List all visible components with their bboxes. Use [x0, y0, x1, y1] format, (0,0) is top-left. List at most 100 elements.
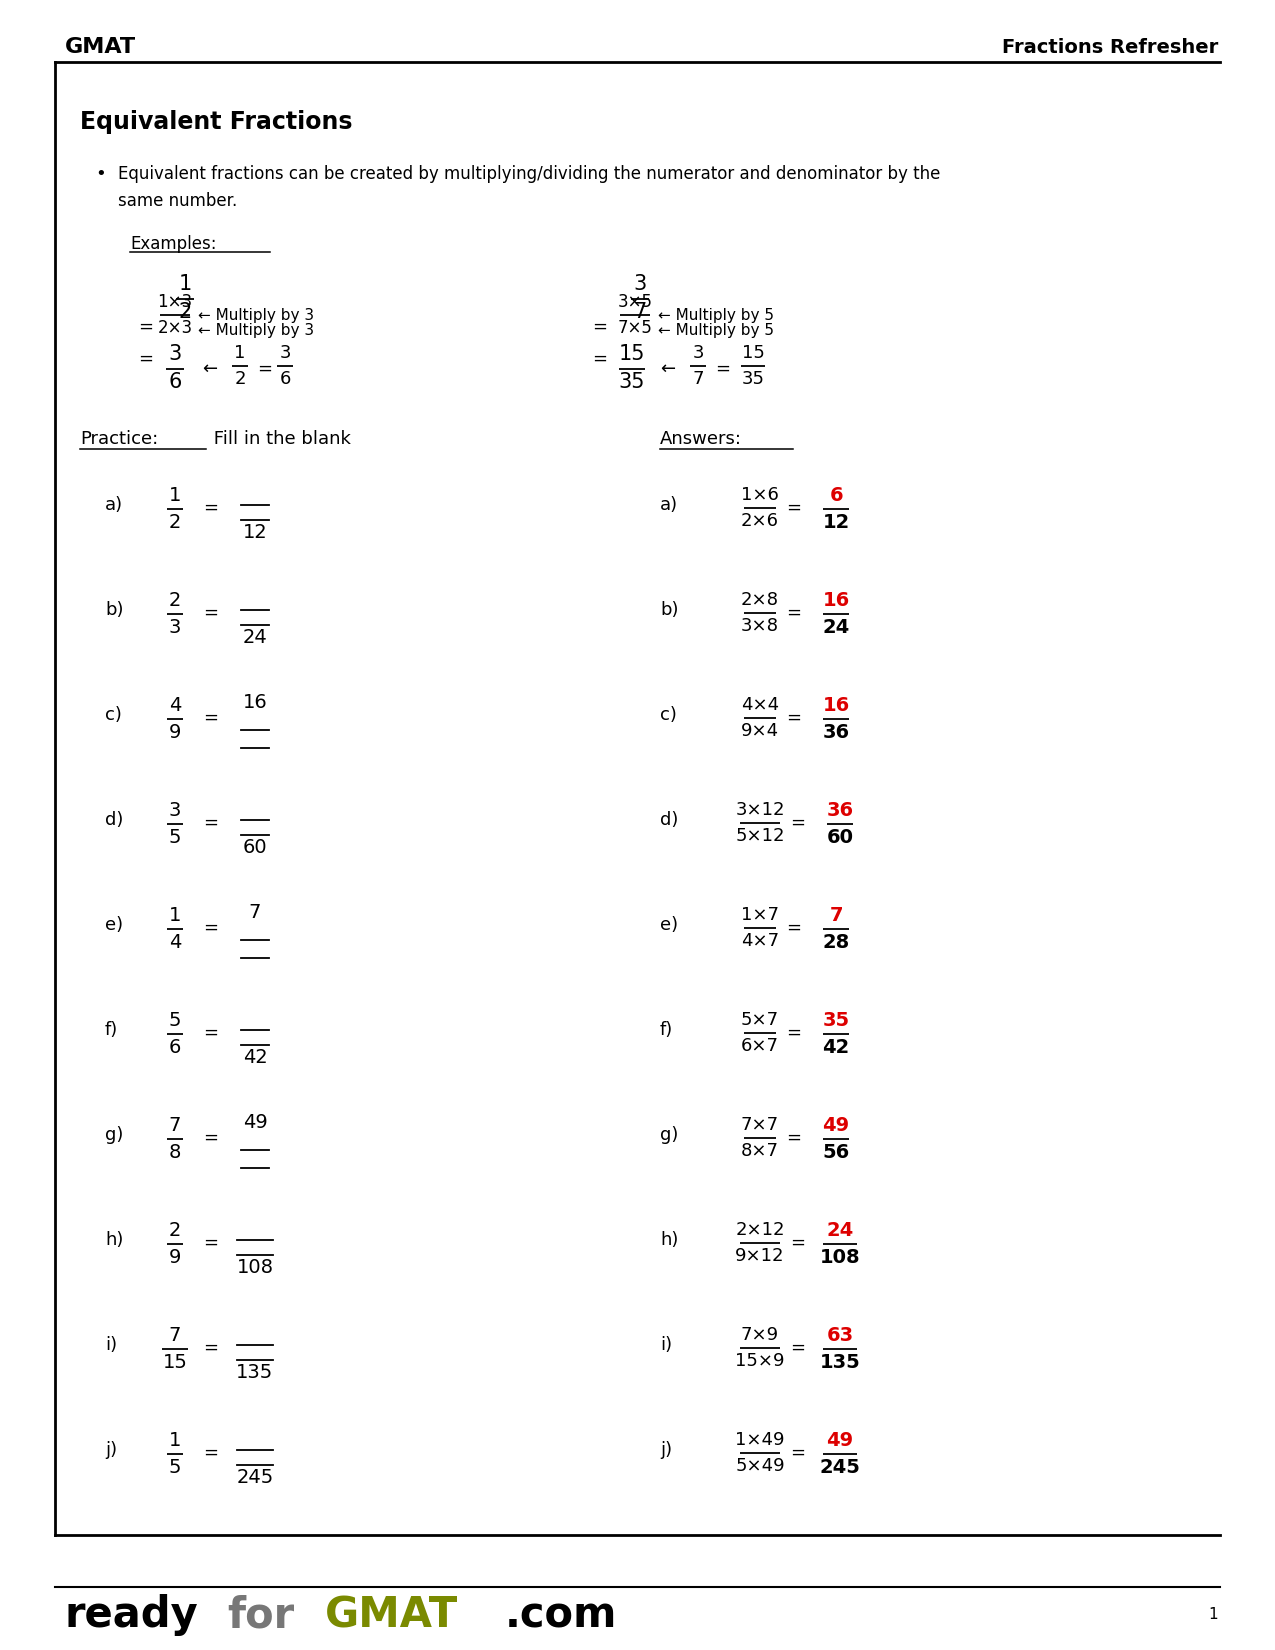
Text: 2×3: 2×3 [157, 318, 193, 337]
Text: 1: 1 [168, 906, 181, 926]
Text: h): h) [660, 1231, 678, 1249]
Text: 15: 15 [742, 345, 765, 363]
Text: j): j) [660, 1440, 672, 1459]
Text: 1×49: 1×49 [736, 1431, 784, 1449]
Text: 1: 1 [235, 345, 246, 363]
Text: i): i) [660, 1336, 672, 1355]
Text: 7×5: 7×5 [617, 318, 653, 337]
Text: =: = [203, 498, 218, 516]
Text: =: = [790, 1340, 805, 1356]
Text: =: = [138, 350, 153, 368]
Text: 8: 8 [168, 1143, 181, 1162]
Text: 7: 7 [829, 906, 843, 926]
Text: =: = [787, 604, 801, 622]
Text: =: = [790, 1234, 805, 1252]
Text: =: = [592, 318, 607, 337]
Text: 2×12: 2×12 [736, 1221, 784, 1239]
Text: e): e) [105, 916, 124, 934]
Text: 5×7: 5×7 [741, 1011, 779, 1030]
Text: 15: 15 [163, 1353, 187, 1373]
Text: ready: ready [65, 1594, 199, 1637]
Text: ← Multiply by 5: ← Multiply by 5 [658, 323, 774, 338]
Text: 16: 16 [822, 591, 849, 610]
Text: 8×7: 8×7 [741, 1142, 779, 1160]
Text: 24: 24 [822, 619, 849, 637]
Text: =: = [203, 604, 218, 622]
Text: d): d) [105, 812, 124, 828]
Text: =: = [790, 1444, 805, 1462]
Text: 2: 2 [168, 591, 181, 610]
Text: 60: 60 [826, 828, 854, 848]
Text: Equivalent fractions can be created by multiplying/dividing the numerator and de: Equivalent fractions can be created by m… [119, 165, 941, 183]
Text: 7: 7 [634, 302, 646, 322]
Text: 5: 5 [168, 828, 181, 848]
Text: 2: 2 [168, 1221, 181, 1241]
Text: d): d) [660, 812, 678, 828]
Text: Fill in the blank: Fill in the blank [208, 431, 351, 449]
Text: 9: 9 [168, 723, 181, 743]
Text: 2: 2 [179, 302, 191, 322]
Text: f): f) [660, 1021, 673, 1040]
Text: 108: 108 [236, 1257, 274, 1277]
Text: =: = [203, 1340, 218, 1356]
Text: =: = [787, 1025, 801, 1043]
Text: j): j) [105, 1440, 117, 1459]
Text: =: = [203, 1444, 218, 1462]
Text: =: = [787, 1129, 801, 1147]
Text: 9×4: 9×4 [741, 723, 779, 741]
Text: 56: 56 [822, 1143, 849, 1162]
Text: 2×6: 2×6 [741, 512, 779, 530]
Text: 49: 49 [826, 1432, 854, 1450]
Text: 36: 36 [826, 802, 854, 820]
Text: ←: ← [201, 360, 217, 378]
Text: =: = [203, 1129, 218, 1147]
Text: =: = [258, 360, 272, 378]
Text: =: = [203, 1234, 218, 1252]
Text: 7: 7 [168, 1117, 181, 1135]
Text: 7: 7 [249, 903, 261, 922]
Text: GMAT: GMAT [325, 1594, 458, 1637]
Text: 1: 1 [168, 487, 181, 505]
Text: 4: 4 [168, 934, 181, 952]
Text: a): a) [105, 497, 124, 515]
Text: Equivalent Fractions: Equivalent Fractions [80, 111, 352, 134]
Text: 16: 16 [822, 696, 849, 716]
Text: h): h) [105, 1231, 124, 1249]
Text: 4×4: 4×4 [741, 696, 779, 714]
Text: 60: 60 [242, 838, 268, 856]
Text: 2: 2 [235, 370, 246, 388]
Text: 4×7: 4×7 [741, 932, 779, 950]
Text: same number.: same number. [119, 191, 237, 210]
Text: 6×7: 6×7 [741, 1038, 779, 1056]
Text: 35: 35 [618, 373, 645, 393]
Text: 1×3: 1×3 [157, 294, 193, 312]
Text: f): f) [105, 1021, 119, 1040]
Text: b): b) [105, 601, 124, 619]
Text: 49: 49 [242, 1114, 268, 1132]
Text: Examples:: Examples: [130, 234, 217, 252]
Text: 6: 6 [168, 373, 181, 393]
Text: 6: 6 [168, 1038, 181, 1058]
Text: 42: 42 [822, 1038, 849, 1058]
Text: 63: 63 [826, 1327, 854, 1345]
Text: 3: 3 [168, 619, 181, 637]
Text: e): e) [660, 916, 678, 934]
Text: 36: 36 [822, 723, 849, 743]
Text: 3: 3 [168, 802, 181, 820]
Text: 6: 6 [829, 487, 843, 505]
Text: 49: 49 [822, 1117, 849, 1135]
Text: 5×12: 5×12 [736, 827, 784, 845]
Text: 6: 6 [279, 370, 291, 388]
Text: 245: 245 [820, 1459, 861, 1477]
Text: 108: 108 [820, 1249, 861, 1267]
Text: 35: 35 [822, 1011, 849, 1030]
Text: .com: .com [505, 1594, 617, 1637]
Text: 12: 12 [822, 513, 849, 533]
Text: for: for [227, 1594, 295, 1637]
Text: i): i) [105, 1336, 117, 1355]
Text: =: = [203, 813, 218, 832]
Text: c): c) [105, 706, 122, 724]
Text: •: • [96, 165, 106, 183]
Text: =: = [203, 1025, 218, 1043]
Text: g): g) [105, 1125, 124, 1143]
